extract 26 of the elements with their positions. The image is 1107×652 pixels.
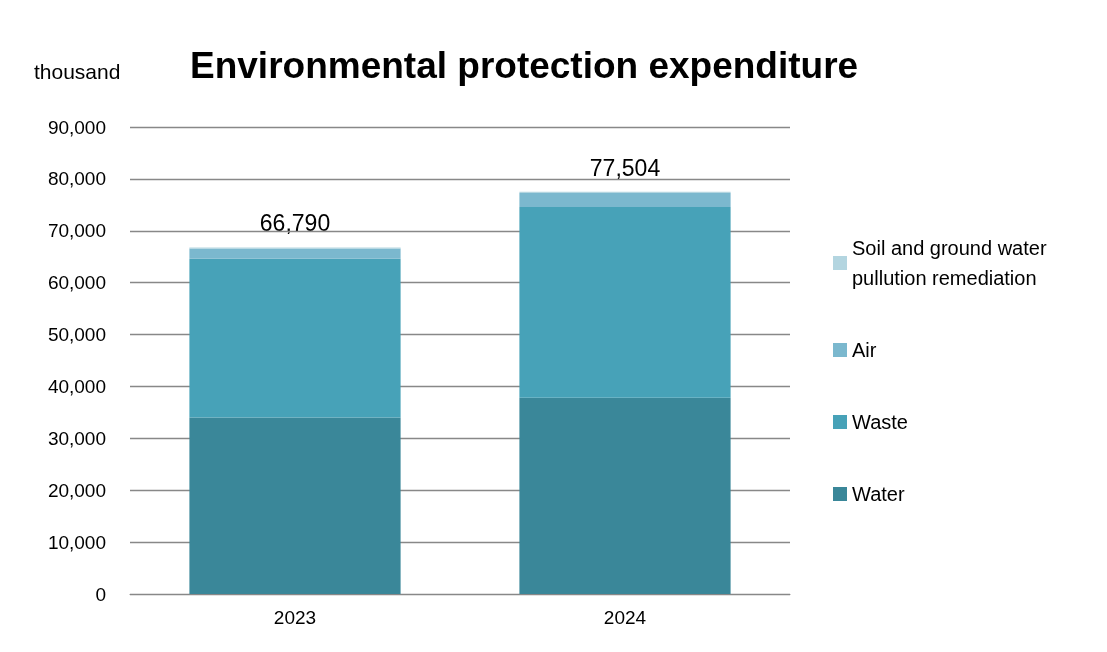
- y-tick-label: 70,000: [47, 220, 106, 242]
- y-tick-label: 0: [95, 583, 106, 605]
- y-axis-title: thousand: [34, 60, 121, 83]
- y-tick-label: 30,000: [47, 427, 106, 449]
- bar: [519, 206, 731, 398]
- bar: [189, 248, 401, 259]
- y-tick-label: 40,000: [47, 375, 106, 397]
- y-tick-label: 80,000: [47, 168, 106, 190]
- bar: [519, 192, 731, 207]
- bar: [189, 258, 401, 418]
- x-tick-label: 2024: [603, 607, 647, 628]
- legend-label: Water: [852, 483, 905, 505]
- legend-label: Waste: [852, 411, 908, 433]
- y-tick-label: 50,000: [47, 324, 106, 346]
- total-label: 66,790: [259, 210, 331, 237]
- legend-label: Soil and ground water pullution remediation: [852, 237, 1053, 289]
- bar: [189, 417, 401, 594]
- x-tick-label: 2023: [273, 607, 317, 628]
- y-tick-label: 60,000: [47, 272, 106, 294]
- y-tick-label: 20,000: [47, 479, 106, 501]
- legend-label: Air: [852, 339, 877, 361]
- total-label: 77,504: [589, 154, 661, 181]
- y-tick-label: 10,000: [47, 531, 106, 553]
- y-tick-label: 90,000: [47, 116, 106, 138]
- chart-title: Environmental protection expenditure: [190, 45, 859, 86]
- bar: [519, 397, 731, 594]
